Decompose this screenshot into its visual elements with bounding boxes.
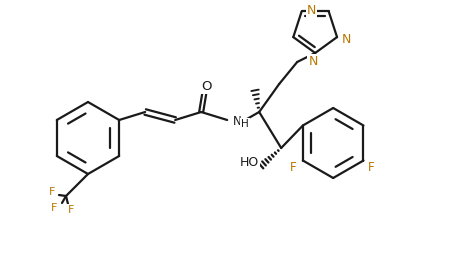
Text: H: H xyxy=(241,119,248,129)
Text: N: N xyxy=(307,4,316,17)
Text: HO: HO xyxy=(239,156,258,168)
Text: N: N xyxy=(233,115,241,127)
Text: F: F xyxy=(51,203,57,213)
Text: F: F xyxy=(68,205,74,215)
Text: O: O xyxy=(200,79,211,93)
Text: N: N xyxy=(341,33,350,46)
Text: N: N xyxy=(308,54,317,68)
Text: F: F xyxy=(49,187,55,197)
Text: F: F xyxy=(289,161,296,174)
Text: F: F xyxy=(367,161,374,174)
